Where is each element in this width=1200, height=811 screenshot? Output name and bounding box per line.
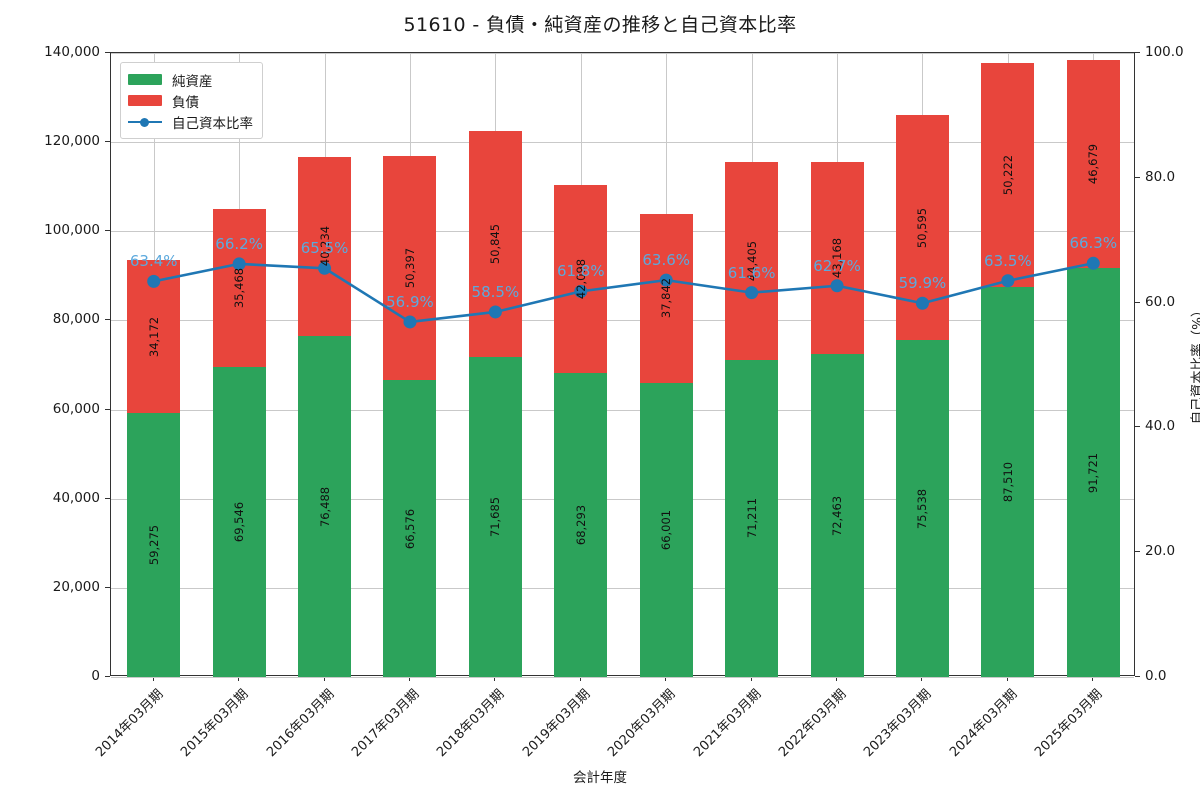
x-tick-mark bbox=[323, 676, 325, 681]
ratio-line-marker[interactable] bbox=[745, 286, 759, 300]
ratio-line-marker[interactable] bbox=[147, 274, 161, 288]
bar-segment-equity[interactable] bbox=[298, 336, 352, 677]
chart-title: 51610 - 負債・純資産の推移と自己資本比率 bbox=[403, 14, 797, 36]
ratio-line-marker[interactable] bbox=[318, 261, 332, 275]
legend-swatch-icon bbox=[128, 74, 162, 85]
y-tick-label-left: 140,000 bbox=[44, 44, 100, 60]
bar-segment-liability[interactable] bbox=[1066, 60, 1120, 269]
y-tick-mark-left bbox=[105, 676, 110, 677]
gridline-horizontal bbox=[111, 53, 1134, 54]
gridline-horizontal bbox=[111, 320, 1134, 322]
legend-item: 純資産 bbox=[128, 69, 253, 90]
x-tick-mark bbox=[408, 676, 410, 681]
y-tick-mark-left bbox=[105, 52, 110, 53]
y-tick-label-right: 40.0 bbox=[1145, 418, 1176, 435]
y-tick-mark-left bbox=[105, 319, 110, 321]
y-axis-label-left: 金額（百万円） bbox=[0, 316, 2, 412]
y-tick-label-left: 20,000 bbox=[52, 578, 100, 595]
y-tick-label-left: 60,000 bbox=[52, 400, 100, 417]
y-tick-label-left: 0 bbox=[91, 668, 100, 684]
ratio-line-marker[interactable] bbox=[574, 284, 588, 298]
bar-segment-liability[interactable] bbox=[212, 208, 266, 368]
ratio-line-marker[interactable] bbox=[915, 296, 929, 310]
y-tick-mark-left bbox=[105, 497, 110, 499]
x-tick-mark bbox=[238, 676, 240, 681]
bar-segment-liability[interactable] bbox=[725, 161, 779, 360]
bar-segment-liability[interactable] bbox=[298, 156, 352, 337]
gridline-horizontal bbox=[111, 409, 1134, 411]
gridline-horizontal bbox=[111, 677, 1134, 678]
legend: 純資産負債自己資本比率 bbox=[120, 62, 263, 139]
x-tick-mark bbox=[1092, 676, 1094, 681]
bar-segment-equity[interactable] bbox=[810, 354, 864, 677]
y-tick-label-right: 60.0 bbox=[1145, 293, 1176, 310]
bar-segment-equity[interactable] bbox=[383, 380, 437, 677]
ratio-line bbox=[153, 262, 1094, 324]
x-tick-mark bbox=[1006, 676, 1008, 681]
gridline-horizontal bbox=[111, 142, 1134, 144]
y-tick-mark-left bbox=[105, 141, 110, 143]
x-tick-mark bbox=[921, 676, 923, 681]
plot-area: 59,275 34,172 63.4% 69,546 35,468 66.2% 76,488… bbox=[110, 52, 1135, 678]
y-tick-mark-left bbox=[105, 586, 110, 588]
y-tick-mark-right bbox=[1135, 301, 1140, 303]
bar-segment-equity[interactable] bbox=[895, 340, 949, 677]
bar-segment-equity[interactable] bbox=[981, 286, 1035, 677]
bar-segment-equity[interactable] bbox=[639, 382, 693, 677]
ratio-line-marker[interactable] bbox=[1001, 274, 1015, 288]
bar-segment-equity[interactable] bbox=[725, 359, 779, 677]
legend-item-label: 純資産 bbox=[172, 73, 213, 90]
y-tick-mark-left bbox=[105, 408, 110, 410]
x-tick-mark bbox=[665, 676, 667, 681]
legend-item: 負債 bbox=[128, 90, 253, 111]
ratio-line-marker[interactable] bbox=[830, 279, 844, 293]
y-tick-mark-right bbox=[1135, 676, 1140, 677]
bar-segment-equity[interactable] bbox=[1066, 268, 1120, 677]
ratio-line-marker[interactable] bbox=[403, 315, 417, 329]
ratio-line-marker[interactable] bbox=[1086, 256, 1100, 270]
gridline-horizontal bbox=[111, 231, 1134, 233]
legend-line-icon bbox=[128, 116, 162, 127]
x-tick-mark bbox=[750, 676, 752, 681]
bar-segment-liability[interactable] bbox=[383, 155, 437, 381]
ratio-line-marker[interactable] bbox=[232, 257, 246, 271]
bar-segment-equity[interactable] bbox=[554, 372, 608, 677]
y-tick-mark-left bbox=[105, 230, 110, 232]
y-tick-mark-right bbox=[1135, 426, 1140, 428]
y-tick-label-left: 40,000 bbox=[52, 489, 100, 506]
x-tick-mark bbox=[494, 676, 496, 681]
y-tick-mark-right bbox=[1135, 551, 1140, 553]
x-axis-label: 会計年度 bbox=[573, 770, 627, 786]
bar-segment-equity[interactable] bbox=[212, 367, 266, 677]
y-tick-mark-right bbox=[1135, 176, 1140, 178]
bar-segment-liability[interactable] bbox=[639, 214, 693, 383]
legend-item-label: 負債 bbox=[172, 94, 199, 111]
y-tick-label-right: 80.0 bbox=[1145, 168, 1176, 185]
ratio-line-marker[interactable] bbox=[488, 305, 502, 319]
y-tick-label-left: 100,000 bbox=[44, 222, 100, 239]
bar-segment-liability[interactable] bbox=[810, 161, 864, 354]
bar-segment-equity[interactable] bbox=[468, 357, 522, 677]
gridline-horizontal bbox=[111, 587, 1134, 589]
bar-segment-liability[interactable] bbox=[554, 184, 608, 373]
legend-swatch-icon bbox=[128, 95, 162, 106]
y-tick-label-right: 0.0 bbox=[1145, 668, 1167, 684]
bar-segment-liability[interactable] bbox=[468, 130, 522, 358]
x-tick-mark bbox=[836, 676, 838, 681]
legend-item: 自己資本比率 bbox=[128, 111, 253, 132]
x-tick-mark bbox=[579, 676, 581, 681]
y-tick-label-left: 120,000 bbox=[44, 133, 100, 150]
y-tick-mark-right bbox=[1135, 52, 1140, 53]
y-tick-label-right: 20.0 bbox=[1145, 543, 1176, 560]
ratio-line-marker[interactable] bbox=[659, 273, 673, 287]
bar-segment-liability[interactable] bbox=[981, 63, 1035, 287]
y-tick-label-left: 80,000 bbox=[52, 311, 100, 328]
x-tick-mark bbox=[152, 676, 154, 681]
gridline-horizontal bbox=[111, 498, 1134, 500]
line-series-layer bbox=[147, 256, 1100, 329]
legend-item-label: 自己資本比率 bbox=[172, 115, 253, 132]
y-tick-label-right: 100.0 bbox=[1145, 44, 1184, 60]
bar-segment-equity[interactable] bbox=[127, 412, 181, 677]
